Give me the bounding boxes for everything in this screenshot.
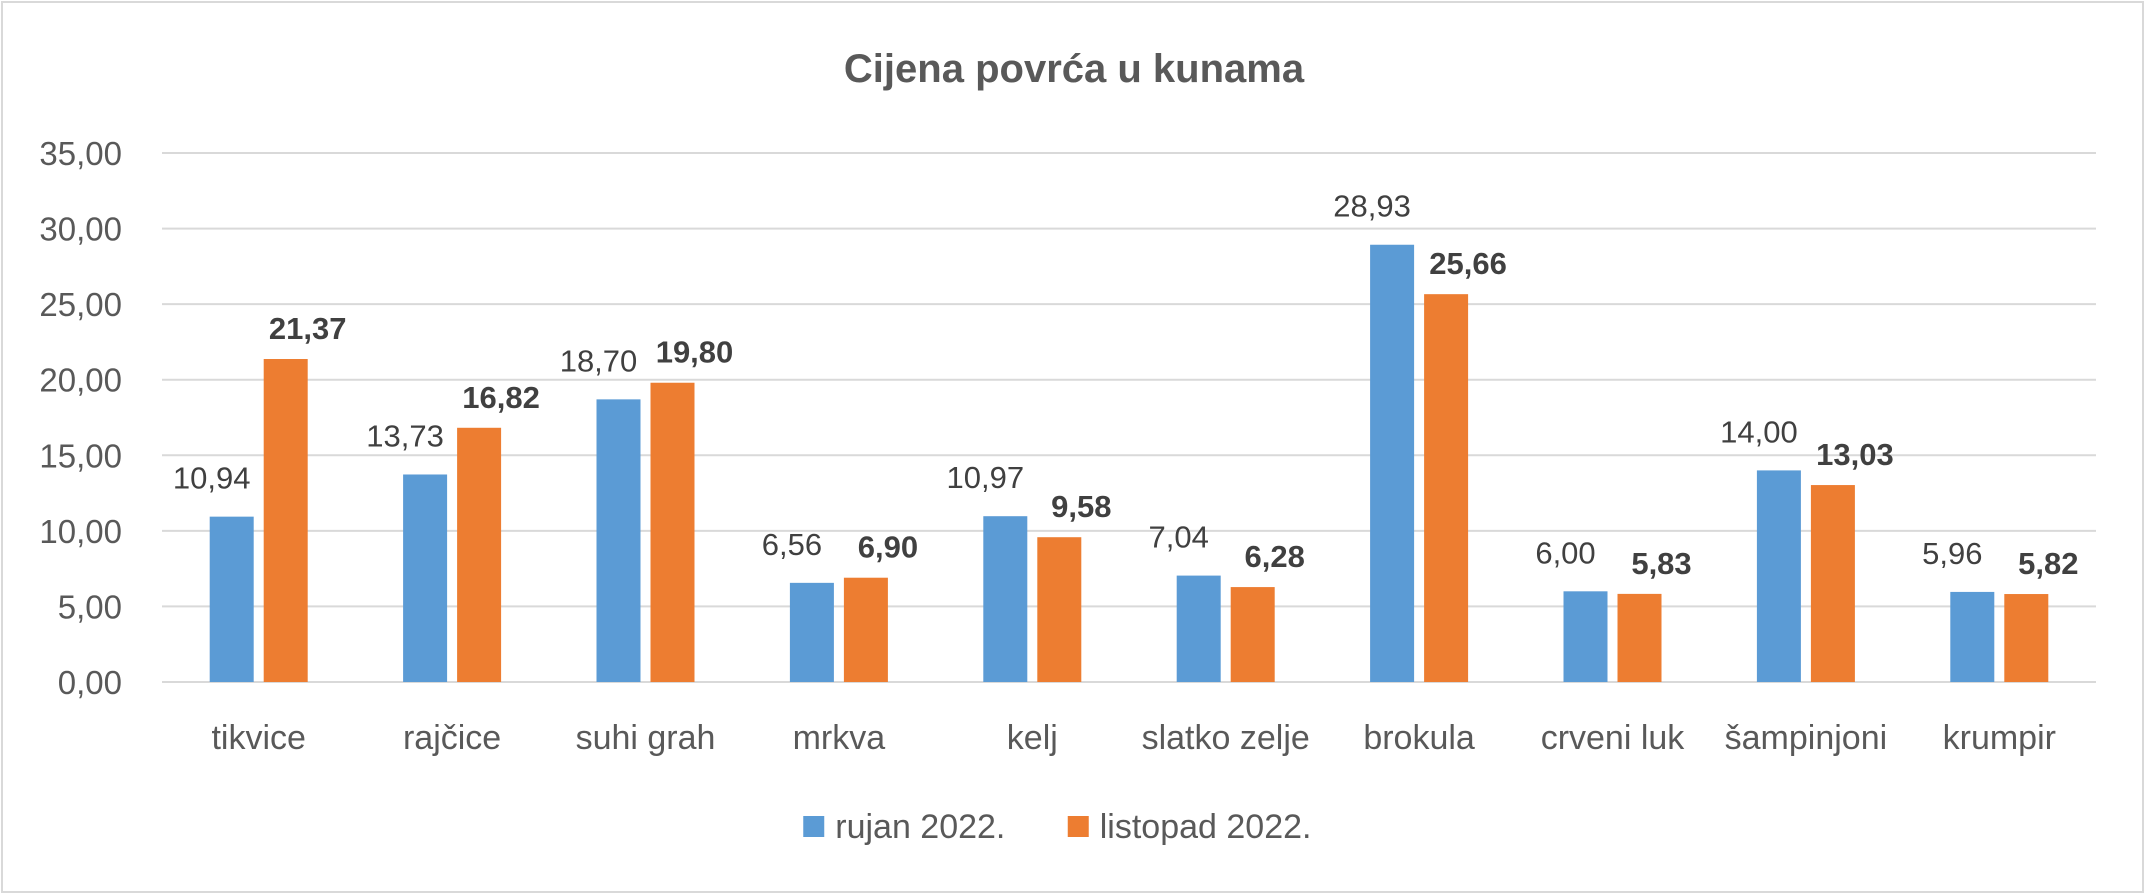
y-tick-label: 10,00 <box>39 513 122 550</box>
bar <box>1037 537 1082 682</box>
data-label: 6,28 <box>1245 539 1305 574</box>
data-label: 10,94 <box>173 461 251 496</box>
data-label: 13,03 <box>1816 437 1894 472</box>
y-tick-label: 5,00 <box>58 588 122 625</box>
data-label: 10,97 <box>947 460 1025 495</box>
bar <box>650 382 695 682</box>
data-label: 6,00 <box>1535 535 1595 570</box>
y-axis-ticks: 0,00 5,00 10,00 15,00 20,00 25,00 30,00 35,00 <box>39 135 122 701</box>
data-label: 19,80 <box>656 335 734 370</box>
y-tick-label: 0,00 <box>58 664 122 701</box>
data-label: 16,82 <box>462 380 540 415</box>
y-tick-label: 30,00 <box>39 211 122 248</box>
bar <box>1230 587 1275 682</box>
bar <box>1563 591 1608 682</box>
bar <box>2004 594 2049 682</box>
legend: rujan 2022. listopad 2022. <box>803 808 1311 846</box>
data-label: 5,82 <box>2018 546 2078 581</box>
x-category-label: rajčice <box>403 719 501 757</box>
bar <box>1617 593 1662 682</box>
y-tick-label: 20,00 <box>39 362 122 399</box>
x-category-label: crveni luk <box>1541 719 1686 757</box>
data-label: 25,66 <box>1429 246 1507 281</box>
bar <box>1370 244 1415 682</box>
data-label: 14,00 <box>1720 414 1798 449</box>
data-label: 28,93 <box>1333 189 1411 224</box>
legend-label: rujan 2022. <box>835 808 1005 846</box>
data-label: 6,56 <box>762 527 822 562</box>
bar <box>1810 485 1855 682</box>
data-label: 18,70 <box>560 343 638 378</box>
x-category-label: kelj <box>1007 719 1058 757</box>
bar <box>983 516 1028 682</box>
data-label: 5,83 <box>1631 546 1691 581</box>
data-label: 21,37 <box>269 311 347 346</box>
x-category-label: brokula <box>1363 719 1475 757</box>
bar <box>1756 470 1801 682</box>
bar <box>457 427 502 682</box>
bar <box>1424 294 1469 682</box>
bar <box>209 516 254 682</box>
data-label: 13,73 <box>366 418 444 453</box>
x-category-label: krumpir <box>1943 719 2056 757</box>
bar <box>1950 591 1995 682</box>
data-label: 6,90 <box>858 530 918 565</box>
x-category-label: suhi grah <box>576 719 716 757</box>
data-labels: 10,94 21,37 13,73 16,82 18,70 19,80 6,56 6,90 10… <box>173 189 2079 581</box>
data-label: 7,04 <box>1149 520 1209 555</box>
gridlines <box>162 152 2096 683</box>
bar <box>789 582 834 682</box>
x-category-label: slatko zelje <box>1142 719 1310 757</box>
chart-title: Cijena povrća u kunama <box>844 47 1305 91</box>
bar <box>1176 575 1221 682</box>
x-category-label: šampinjoni <box>1725 719 1888 757</box>
y-tick-label: 25,00 <box>39 286 122 323</box>
legend-swatch <box>803 816 825 837</box>
x-category-label: mrkva <box>793 719 886 757</box>
bars <box>209 244 2049 682</box>
y-tick-label: 35,00 <box>39 135 122 172</box>
bar <box>596 399 641 682</box>
bar <box>263 359 308 682</box>
x-category-label: tikvice <box>211 719 305 757</box>
data-label: 5,96 <box>1922 536 1982 571</box>
bar <box>403 474 448 682</box>
y-tick-label: 15,00 <box>39 437 122 474</box>
bar <box>843 577 888 682</box>
legend-label: listopad 2022. <box>1100 808 1312 846</box>
legend-swatch <box>1067 816 1089 837</box>
x-axis-categories: tikvice rajčice suhi grah mrkva kelj slatko z… <box>211 719 2056 757</box>
data-label: 9,58 <box>1051 489 1111 524</box>
